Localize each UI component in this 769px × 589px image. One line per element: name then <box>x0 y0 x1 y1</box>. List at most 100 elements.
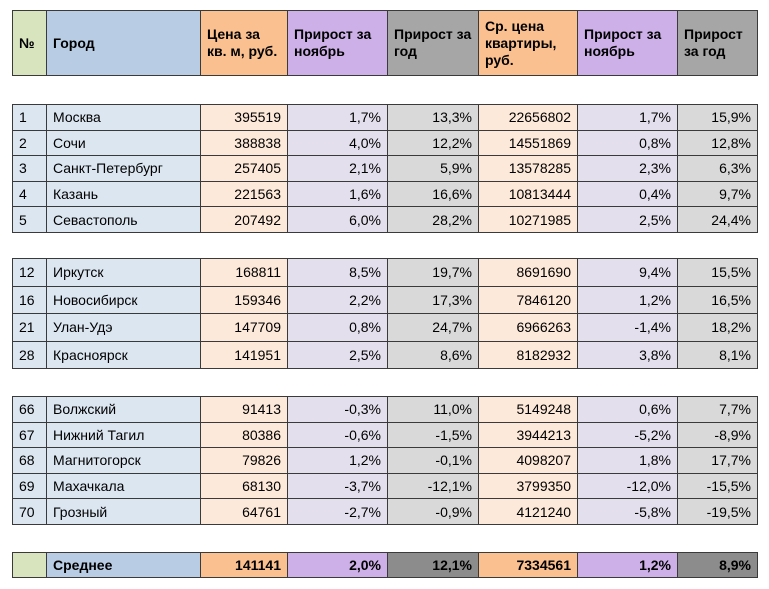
city-cell: Грозный <box>46 498 201 525</box>
value-cell: -19,5% <box>677 498 758 525</box>
average-value: 8,9% <box>677 552 758 578</box>
value-cell: -8,9% <box>677 421 758 449</box>
header-cell: Прирост за ноябрь <box>577 10 678 76</box>
value-cell: 24,7% <box>387 313 479 342</box>
value-cell: 24,4% <box>677 206 758 233</box>
value-cell: 141951 <box>200 340 288 369</box>
value-cell: 388838 <box>200 129 288 157</box>
value-cell: 1,7% <box>577 104 678 131</box>
value-cell: 91413 <box>200 396 288 423</box>
value-cell: 8,6% <box>387 340 479 369</box>
average-label: Среднее <box>46 552 201 578</box>
value-cell: 18,2% <box>677 313 758 342</box>
value-cell: 3799350 <box>478 472 578 500</box>
value-cell: 1,2% <box>577 285 678 314</box>
rank-cell: 21 <box>12 313 47 342</box>
value-cell: 0,4% <box>577 180 678 208</box>
city-cell: Махачкала <box>46 472 201 500</box>
average-blank <box>12 552 47 578</box>
value-cell: 10271985 <box>478 206 578 233</box>
value-cell: 79826 <box>200 447 288 474</box>
value-cell: -0,9% <box>387 498 479 525</box>
value-cell: 12,2% <box>387 129 479 157</box>
header-cell: Город <box>46 10 201 76</box>
value-cell: 2,3% <box>577 155 678 182</box>
value-cell: 7846120 <box>478 285 578 314</box>
value-cell: 1,6% <box>287 180 388 208</box>
value-cell: 2,2% <box>287 285 388 314</box>
header-cell: № <box>12 10 47 76</box>
value-cell: 9,7% <box>677 180 758 208</box>
rank-cell: 67 <box>12 421 47 449</box>
rank-cell: 2 <box>12 129 47 157</box>
value-cell: -1,4% <box>577 313 678 342</box>
value-cell: -0,1% <box>387 447 479 474</box>
city-cell: Улан-Удэ <box>46 313 201 342</box>
value-cell: 2,1% <box>287 155 388 182</box>
rank-cell: 5 <box>12 206 47 233</box>
value-cell: 64761 <box>200 498 288 525</box>
city-cell: Новосибирск <box>46 285 201 314</box>
value-cell: 8,5% <box>287 258 388 287</box>
average-value: 141141 <box>200 552 288 578</box>
value-cell: 7,7% <box>677 396 758 423</box>
rank-cell: 70 <box>12 498 47 525</box>
header-cell: Цена за кв. м, руб. <box>200 10 288 76</box>
city-cell: Москва <box>46 104 201 131</box>
value-cell: 8,1% <box>677 340 758 369</box>
value-cell: 168811 <box>200 258 288 287</box>
average-value: 2,0% <box>287 552 388 578</box>
value-cell: 16,5% <box>677 285 758 314</box>
value-cell: -0,3% <box>287 396 388 423</box>
value-cell: -15,5% <box>677 472 758 500</box>
value-cell: 22656802 <box>478 104 578 131</box>
value-cell: 10813444 <box>478 180 578 208</box>
value-cell: 11,0% <box>387 396 479 423</box>
value-cell: -1,5% <box>387 421 479 449</box>
value-cell: 16,6% <box>387 180 479 208</box>
value-cell: 1,7% <box>287 104 388 131</box>
rank-cell: 69 <box>12 472 47 500</box>
value-cell: 4098207 <box>478 447 578 474</box>
value-cell: 80386 <box>200 421 288 449</box>
value-cell: 221563 <box>200 180 288 208</box>
city-cell: Нижний Тагил <box>46 421 201 449</box>
value-cell: 28,2% <box>387 206 479 233</box>
city-cell: Красноярск <box>46 340 201 369</box>
value-cell: 257405 <box>200 155 288 182</box>
value-cell: 17,3% <box>387 285 479 314</box>
rank-cell: 3 <box>12 155 47 182</box>
rank-cell: 68 <box>12 447 47 474</box>
value-cell: 207492 <box>200 206 288 233</box>
value-cell: 1,8% <box>577 447 678 474</box>
value-cell: 3944213 <box>478 421 578 449</box>
rank-cell: 1 <box>12 104 47 131</box>
value-cell: 15,9% <box>677 104 758 131</box>
value-cell: 4,0% <box>287 129 388 157</box>
value-cell: 0,6% <box>577 396 678 423</box>
header-cell: Прирост за год <box>677 10 758 76</box>
average-value: 7334561 <box>478 552 578 578</box>
rank-cell: 16 <box>12 285 47 314</box>
header-cell: Прирост за год <box>387 10 479 76</box>
rank-cell: 4 <box>12 180 47 208</box>
value-cell: -12,0% <box>577 472 678 500</box>
value-cell: 1,2% <box>287 447 388 474</box>
value-cell: 5,9% <box>387 155 479 182</box>
rank-cell: 66 <box>12 396 47 423</box>
value-cell: 4121240 <box>478 498 578 525</box>
value-cell: 3,8% <box>577 340 678 369</box>
value-cell: 5149248 <box>478 396 578 423</box>
average-value: 1,2% <box>577 552 678 578</box>
city-cell: Сочи <box>46 129 201 157</box>
value-cell: -2,7% <box>287 498 388 525</box>
value-cell: 395519 <box>200 104 288 131</box>
value-cell: -3,7% <box>287 472 388 500</box>
header-cell: Прирост за ноябрь <box>287 10 388 76</box>
header-cell: Ср. цена квартиры, руб. <box>478 10 578 76</box>
city-cell: Магнитогорск <box>46 447 201 474</box>
value-cell: 14551869 <box>478 129 578 157</box>
rank-cell: 12 <box>12 258 47 287</box>
value-cell: 147709 <box>200 313 288 342</box>
